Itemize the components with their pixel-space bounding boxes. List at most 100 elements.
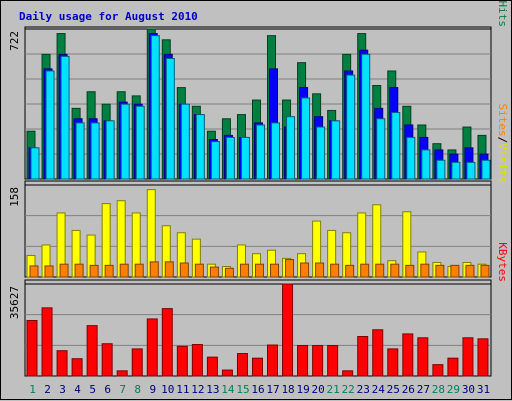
bar-sites-day-20 — [315, 262, 325, 278]
bar-kbytes-day-26 — [402, 333, 414, 377]
bar-pages-day-30 — [466, 161, 476, 180]
x-tick-label: 18 — [281, 383, 294, 396]
bar-sites-day-15 — [239, 263, 249, 278]
x-tick-label: 6 — [104, 383, 111, 396]
bar-sites-day-2 — [44, 265, 54, 278]
bar-sites-day-24 — [375, 263, 385, 278]
bar-kbytes-day-14 — [221, 369, 233, 377]
bar-sites-day-31 — [480, 264, 490, 278]
x-tick-label: 14 — [221, 383, 235, 396]
bar-pages-day-7 — [120, 103, 130, 180]
bar-kbytes-day-8 — [131, 348, 143, 377]
x-tick-label: 8 — [134, 383, 141, 396]
bar-sites-day-19 — [300, 262, 310, 278]
x-tick-label: 26 — [402, 383, 415, 396]
x-tick-label: 20 — [312, 383, 325, 396]
bar-sites-day-26 — [405, 264, 415, 278]
top-legend: Pages/Files/Hits — [496, 1, 509, 27]
x-tick-label: 1 — [29, 383, 36, 396]
bar-pages-day-29 — [451, 161, 461, 180]
x-tick-label: 4 — [74, 383, 81, 396]
bar-sites-day-13 — [209, 266, 219, 278]
bar-pages-day-8 — [135, 105, 145, 180]
x-tick-label: 15 — [236, 383, 249, 396]
bar-sites-day-3 — [59, 263, 69, 278]
legend-item: Visits — [496, 143, 509, 183]
bar-kbytes-day-11 — [176, 345, 188, 377]
x-tick-label: 12 — [191, 383, 204, 396]
x-tick-label: 28 — [432, 383, 445, 396]
bar-sites-day-1 — [29, 265, 39, 278]
bar-kbytes-day-22 — [342, 370, 354, 377]
bar-kbytes-day-3 — [56, 350, 68, 377]
bar-kbytes-day-24 — [372, 329, 384, 377]
bar-pages-day-17 — [271, 122, 281, 180]
bar-sites-day-28 — [435, 264, 445, 278]
x-tick-label: 22 — [342, 383, 355, 396]
x-tick-label: 11 — [176, 383, 189, 396]
bar-kbytes-day-4 — [71, 358, 83, 377]
bar-pages-day-16 — [255, 124, 265, 180]
bar-pages-day-27 — [421, 149, 431, 180]
bar-kbytes-day-1 — [26, 319, 38, 377]
bar-pages-day-31 — [481, 159, 491, 180]
bar-pages-day-9 — [150, 35, 160, 180]
chart-title: Daily usage for August 2010 — [19, 10, 198, 23]
bar-pages-day-21 — [331, 120, 341, 180]
top-ymax-label: 722 — [8, 31, 21, 51]
bar-pages-day-10 — [165, 58, 175, 180]
x-tick-label: 5 — [89, 383, 96, 396]
bar-kbytes-day-28 — [432, 364, 444, 377]
x-tick-label: 25 — [387, 383, 400, 396]
bar-kbytes-day-27 — [417, 337, 429, 377]
bar-sites-day-5 — [89, 264, 99, 278]
bar-pages-day-23 — [361, 53, 371, 180]
bar-kbytes-day-2 — [41, 307, 53, 377]
bar-sites-day-22 — [345, 264, 355, 278]
bar-sites-day-25 — [390, 263, 400, 278]
bar-kbytes-day-20 — [312, 345, 324, 377]
mid-ymax-label: 158 — [8, 187, 21, 207]
bar-sites-day-16 — [254, 263, 264, 278]
bar-pages-day-22 — [346, 74, 356, 180]
bar-sites-day-27 — [420, 263, 430, 278]
bar-kbytes-day-16 — [251, 357, 263, 377]
x-tick-label: 2 — [44, 383, 51, 396]
bar-sites-day-12 — [194, 263, 204, 278]
x-tick-label: 17 — [266, 383, 279, 396]
bar-pages-day-15 — [240, 136, 250, 180]
bar-sites-day-10 — [164, 261, 174, 278]
bar-pages-day-20 — [316, 126, 326, 180]
bar-pages-day-19 — [301, 97, 311, 180]
legend-item: Sites — [496, 104, 509, 137]
bar-sites-day-18 — [285, 259, 295, 278]
x-tick-label: 13 — [206, 383, 219, 396]
bar-pages-day-24 — [376, 118, 386, 180]
bot-ymax-label: 35627 — [8, 286, 21, 319]
x-tick-label: 30 — [462, 383, 475, 396]
x-tick-label: 27 — [417, 383, 430, 396]
x-tick-label: 31 — [477, 383, 490, 396]
bar-pages-day-2 — [45, 70, 55, 180]
bar-sites-day-23 — [360, 263, 370, 278]
x-tick-label: 23 — [357, 383, 370, 396]
bar-pages-day-25 — [391, 112, 401, 180]
bar-kbytes-day-31 — [477, 338, 489, 377]
x-tick-label: 29 — [447, 383, 460, 396]
bar-pages-day-26 — [406, 136, 416, 180]
legend-item: Hits — [496, 1, 509, 27]
bar-kbytes-day-12 — [191, 343, 203, 377]
bar-pages-day-12 — [195, 114, 205, 180]
bar-pages-day-14 — [225, 136, 235, 180]
x-tick-label: 7 — [119, 383, 126, 396]
bar-kbytes-day-30 — [462, 337, 474, 377]
x-tick-label: 19 — [296, 383, 309, 396]
bar-kbytes-day-17 — [267, 344, 279, 377]
bar-sites-day-11 — [179, 262, 189, 278]
bar-sites-day-17 — [270, 263, 280, 278]
bar-kbytes-day-21 — [327, 345, 339, 377]
bar-sites-day-21 — [330, 263, 340, 278]
bar-pages-day-1 — [30, 147, 40, 180]
bar-pages-day-4 — [75, 122, 85, 180]
